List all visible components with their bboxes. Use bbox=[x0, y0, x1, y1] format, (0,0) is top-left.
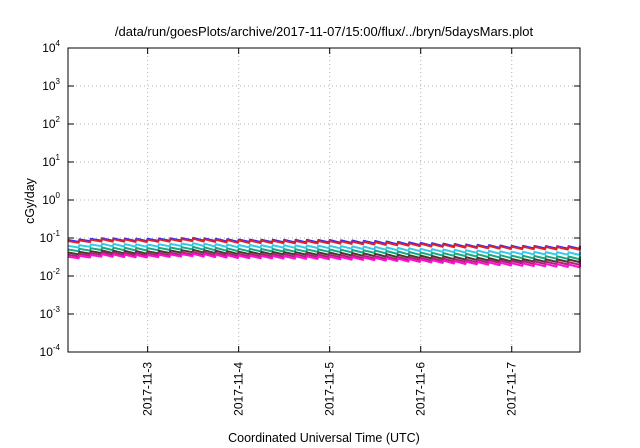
y-tick-label: 102 bbox=[42, 115, 60, 131]
y-tick-label: 101 bbox=[42, 153, 60, 169]
y-tick-label: 10-1 bbox=[40, 229, 61, 245]
y-tick-label: 10-2 bbox=[40, 267, 61, 283]
y-tick-label: 104 bbox=[42, 39, 60, 55]
chart-title: /data/run/goesPlots/archive/2017-11-07/1… bbox=[115, 24, 534, 39]
x-tick-label: 2017-11-4 bbox=[232, 362, 246, 416]
x-tick-label: 2017-11-3 bbox=[141, 362, 155, 416]
x-tick-label: 2017-11-5 bbox=[323, 362, 337, 416]
y-tick-label: 100 bbox=[42, 191, 60, 207]
x-tick-label: 2017-11-6 bbox=[414, 362, 428, 416]
grid bbox=[68, 48, 580, 352]
x-tick-label: 2017-11-7 bbox=[505, 362, 519, 416]
y-axis: 104 103 102 101 100 10-1 10-2 10-3 10-4 bbox=[40, 39, 580, 359]
x-axis: 2017-11-3 2017-11-4 2017-11-5 2017-11-6 2017… bbox=[141, 48, 519, 416]
y-axis-label: cGy/day bbox=[23, 177, 37, 224]
x-axis-label: Coordinated Universal Time (UTC) bbox=[228, 431, 420, 445]
y-tick-label: 10-3 bbox=[40, 305, 61, 321]
y-tick-label: 103 bbox=[42, 77, 60, 93]
y-tick-label: 10-4 bbox=[40, 343, 61, 359]
series-line bbox=[67, 242, 581, 256]
series-line bbox=[67, 252, 581, 269]
series-line bbox=[67, 245, 581, 261]
series-group bbox=[67, 236, 581, 269]
series-line bbox=[67, 237, 581, 251]
